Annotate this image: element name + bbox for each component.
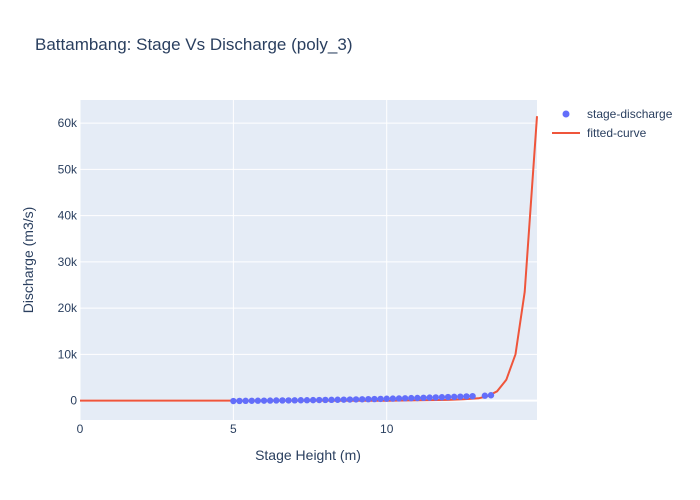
data-point bbox=[297, 397, 305, 404]
data-point bbox=[303, 397, 311, 404]
y-tick-labels: 0 10k 20k 30k 40k 50k 60k bbox=[58, 116, 78, 407]
data-point bbox=[408, 394, 415, 402]
data-point bbox=[273, 397, 280, 404]
y-tick-label: 40k bbox=[58, 209, 78, 223]
y-tick-label: 30k bbox=[58, 255, 78, 269]
data-point bbox=[426, 394, 433, 401]
y-tick-label: 20k bbox=[58, 301, 78, 315]
y-tick-label: 10k bbox=[58, 347, 78, 361]
data-point bbox=[450, 393, 458, 401]
data-point bbox=[414, 394, 421, 402]
data-point bbox=[463, 393, 470, 400]
data-point bbox=[334, 396, 341, 403]
scatter-points bbox=[230, 392, 495, 405]
x-tick-label: 10 bbox=[380, 422, 394, 436]
data-point bbox=[260, 397, 268, 404]
grid-lines bbox=[79, 100, 537, 420]
data-point bbox=[401, 395, 409, 402]
y-tick-label: 60k bbox=[58, 116, 78, 130]
data-point bbox=[457, 393, 464, 400]
x-tick-label: 5 bbox=[230, 422, 237, 436]
data-point bbox=[487, 392, 495, 399]
data-point bbox=[371, 395, 378, 403]
data-point bbox=[285, 397, 292, 404]
data-point bbox=[291, 397, 298, 404]
data-point bbox=[309, 396, 317, 404]
legend-label-fitted-curve: fitted-curve bbox=[587, 126, 647, 140]
data-point bbox=[420, 394, 427, 402]
data-point bbox=[248, 397, 255, 404]
chart-title: Battambang: Stage Vs Discharge (poly_3) bbox=[35, 35, 353, 54]
data-point bbox=[358, 396, 366, 403]
data-point bbox=[340, 396, 347, 403]
data-point bbox=[377, 395, 384, 403]
data-point bbox=[481, 392, 489, 399]
legend-marker-stage-discharge bbox=[562, 110, 570, 118]
x-tick-label: 0 bbox=[77, 422, 84, 436]
data-point bbox=[395, 395, 403, 402]
legend[interactable]: stage-discharge fitted-curve bbox=[552, 107, 673, 140]
data-point bbox=[236, 397, 243, 405]
plot-area bbox=[80, 100, 537, 420]
data-point bbox=[279, 397, 286, 404]
legend-label-stage-discharge: stage-discharge bbox=[587, 107, 673, 121]
data-point bbox=[389, 395, 397, 402]
data-point bbox=[242, 397, 249, 405]
data-point bbox=[230, 397, 237, 405]
data-point bbox=[365, 395, 372, 403]
data-point bbox=[383, 395, 390, 402]
data-point bbox=[352, 396, 360, 403]
x-axis-title: Stage Height (m) bbox=[255, 447, 361, 463]
data-point bbox=[444, 393, 452, 401]
data-point bbox=[346, 396, 354, 403]
y-tick-label: 50k bbox=[58, 162, 78, 176]
data-point bbox=[254, 397, 262, 404]
y-axis-title: Discharge (m3/s) bbox=[20, 207, 36, 314]
data-point bbox=[432, 394, 439, 401]
data-point bbox=[328, 396, 335, 404]
x-tick-labels: 0 5 10 bbox=[77, 422, 394, 436]
data-point bbox=[266, 397, 274, 404]
data-point bbox=[438, 394, 446, 401]
data-point bbox=[469, 392, 476, 400]
y-tick-label: 0 bbox=[70, 394, 77, 408]
data-point bbox=[316, 396, 323, 404]
data-point bbox=[322, 396, 329, 404]
